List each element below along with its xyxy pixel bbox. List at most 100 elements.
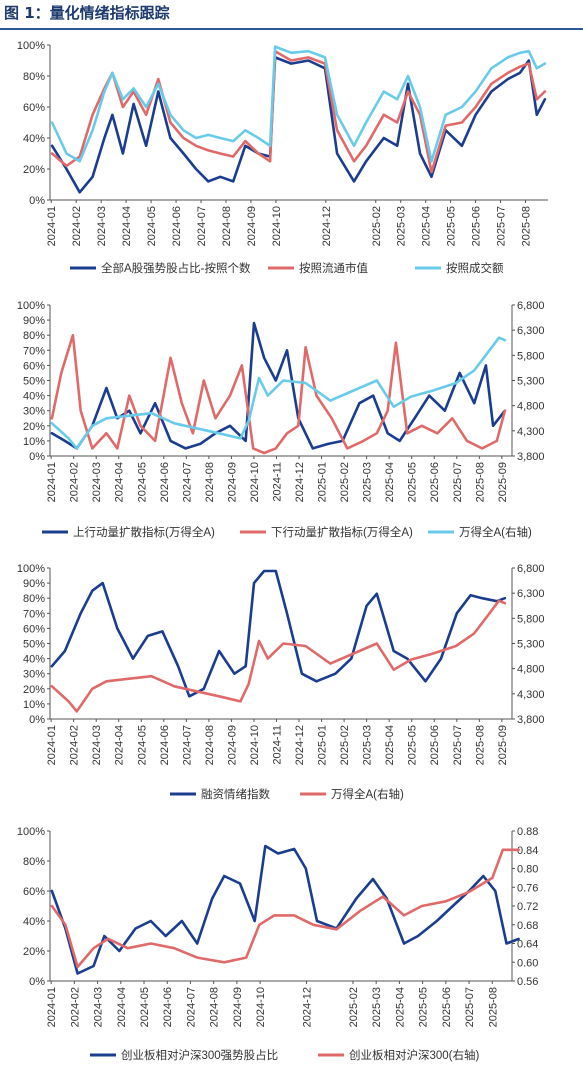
y-tick-label: 0%: [29, 195, 45, 207]
x-tick-label: 2024-06: [171, 206, 183, 246]
x-tick-label: 2024-10: [249, 462, 261, 502]
x-tick-label: 2024-05: [139, 987, 151, 1027]
series-line-2: [50, 848, 520, 969]
y-tick-label: 30%: [23, 406, 45, 418]
x-tick-label: 2024-07: [181, 725, 193, 765]
y2-tick-label: 4,300: [517, 426, 545, 438]
legend-label-1: 全部A股强势股占比-按照个数: [101, 261, 251, 275]
x-tick-label: 2024-04: [114, 725, 126, 765]
x-tick-label: 2025-04: [384, 725, 396, 765]
y2-tick-label: 0.72: [517, 901, 538, 913]
series-line-1: [50, 844, 520, 975]
y2-tick-label: 0.80: [517, 864, 538, 876]
x-tick-label: 2025-07: [452, 462, 464, 502]
x-tick-label: 2025-03: [371, 987, 383, 1027]
x-tick-label: 2025-03: [396, 206, 408, 246]
y-tick-label: 10%: [23, 436, 45, 448]
x-tick-label: 2025-08: [474, 462, 486, 502]
x-tick-label: 2025-06: [429, 462, 441, 502]
x-tick-label: 2025-01: [317, 725, 329, 765]
y-tick-label: 70%: [23, 608, 45, 620]
legend-label-3: 按照成交额: [446, 261, 504, 275]
chart-panel-3: 0% 10% 20% 30% 40% 50% 60% 70% 80% 90% 100% 3,800 4,…: [17, 563, 545, 801]
x-tick-label: 2025-08: [474, 725, 486, 765]
x-tick-label: 2025-05: [418, 987, 430, 1027]
x-tick-label: 2024-02: [69, 725, 81, 765]
series-line-3: [50, 45, 547, 163]
x-tick-label: 2025-09: [497, 462, 509, 502]
x-tick-label: 2024-08: [209, 987, 221, 1027]
y-tick-label: 70%: [23, 345, 45, 357]
x-tick-label: 2024-08: [204, 462, 216, 502]
x-tick-label: 2024-03: [91, 725, 103, 765]
x-tick-label: 2024-09: [246, 206, 258, 246]
y2-tick-label: 6,800: [517, 300, 545, 312]
y-tick-label: 20%: [23, 684, 45, 696]
x-tick-label: 2024-06: [159, 725, 171, 765]
y2-tick-label: 5,800: [517, 350, 545, 362]
y-tick-label: 20%: [23, 946, 45, 958]
x-tick-label: 2024-05: [136, 725, 148, 765]
chart-panel-2: 0% 10% 20% 30% 40% 50% 60% 70% 80% 90% 100% 3,800 4,…: [17, 300, 545, 539]
x-tick-label: 2024-09: [232, 987, 244, 1027]
x-tick-label: 2025-06: [429, 725, 441, 765]
y2-tick-label: 0.88: [517, 826, 538, 838]
y2-tick-label: 3,800: [517, 714, 545, 726]
x-tick-label: 2024-08: [221, 206, 233, 246]
x-tick-label: 2024-09: [226, 725, 238, 765]
y-tick-label: 40%: [23, 654, 45, 666]
legend-label-1: 创业板相对沪深300强势股占比: [121, 1048, 278, 1062]
x-tick-label: 2024-05: [146, 206, 158, 246]
series-line-2: [50, 599, 507, 713]
series-line-2: [50, 333, 507, 455]
legend-label-2: 下行动量扩散指标(万得全A): [271, 525, 413, 539]
y2-tick-label: 6,300: [517, 588, 545, 600]
x-tick-label: 2025-05: [407, 462, 419, 502]
legend-label-3: 万得全A(右轴): [459, 525, 532, 539]
x-tick-label: 2025-07: [496, 206, 508, 246]
x-tick-label: 2024-12: [321, 206, 333, 246]
x-tick-label: 2025-04: [394, 987, 406, 1027]
x-tick-label: 2025-07: [452, 725, 464, 765]
chart-panel-4: 0% 20% 40% 60% 80% 100% 0.56 0.60 0.64 0.68 0.72 0.…: [17, 826, 539, 1062]
y-tick-label: 80%: [23, 71, 45, 83]
x-tick-label: 2025-03: [362, 725, 374, 765]
y2-tick-label: 4,800: [517, 664, 545, 676]
x-tick-label: 2025-04: [421, 206, 433, 246]
y-tick-label: 40%: [23, 133, 45, 145]
y2-tick-label: 0.68: [517, 920, 538, 932]
x-tick-label: 2025-05: [446, 206, 458, 246]
y-tick-label: 50%: [23, 376, 45, 388]
x-tick-label: 2024-03: [96, 206, 108, 246]
x-tick-label: 2025-07: [464, 987, 476, 1027]
x-tick-label: 2025-01: [317, 462, 329, 502]
series-line-1: [50, 56, 547, 194]
x-tick-label: 2024-04: [114, 462, 126, 502]
x-tick-label: 2024-03: [93, 987, 105, 1027]
x-tick-label: 2024-03: [91, 462, 103, 502]
y-tick-label: 0%: [29, 714, 45, 726]
y-tick-label: 20%: [23, 421, 45, 433]
x-tick-label: 2024-07: [185, 987, 197, 1027]
y-tick-label: 10%: [23, 699, 45, 711]
y-tick-label: 20%: [23, 164, 45, 176]
y2-tick-label: 0.76: [517, 882, 538, 894]
legend-label-2: 按照流通市值: [299, 261, 368, 275]
y-tick-label: 0%: [29, 976, 45, 988]
x-tick-label: 2025-03: [362, 462, 374, 502]
y2-tick-label: 6,300: [517, 325, 545, 337]
x-tick-label: 2024-02: [71, 206, 83, 246]
title-rule: [0, 28, 583, 30]
series-line-3: [50, 336, 507, 450]
x-tick-label: 2024-06: [159, 462, 171, 502]
x-tick-label: 2025-09: [497, 725, 509, 765]
legend-label-2: 万得全A(右轴): [331, 787, 404, 801]
x-tick-label: 2024-09: [226, 462, 238, 502]
y-tick-label: 100%: [17, 40, 45, 52]
legend-label-1: 融资情绪指数: [201, 787, 270, 801]
y-tick-label: 60%: [23, 623, 45, 635]
y2-tick-label: 6,800: [517, 563, 545, 575]
y2-tick-label: 0.64: [517, 939, 538, 951]
y2-tick-label: 4,300: [517, 689, 545, 701]
